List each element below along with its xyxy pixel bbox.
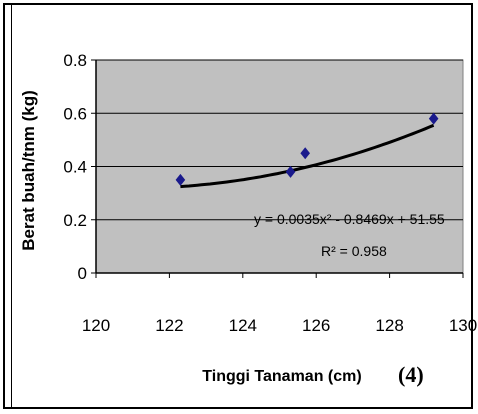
y-tick-label: 0.4 — [63, 158, 87, 177]
data-point-marker — [175, 173, 186, 186]
x-tick-label: 124 — [229, 316, 257, 335]
y-tick-label: 0 — [78, 264, 87, 283]
frame-left-rule — [11, 5, 12, 409]
trendline-equation: y = 0.0035x² - 0.8469x + 51.55 — [254, 211, 445, 227]
x-axis-label: Tinggi Tanaman (cm) — [202, 368, 361, 385]
y-tick-label: 0.8 — [63, 51, 87, 70]
axes — [91, 59, 464, 278]
figure-frame — [3, 3, 473, 409]
x-tick-label: 130 — [449, 316, 477, 335]
data-point-marker — [300, 147, 310, 160]
y-tick-label: 0.2 — [63, 211, 87, 230]
data-point-marker — [428, 112, 439, 125]
r-squared-label: R² = 0.958 — [321, 243, 387, 259]
x-tick-label: 122 — [155, 316, 183, 335]
gridlines — [96, 59, 463, 221]
x-tick-label: 128 — [375, 316, 403, 335]
data-points — [175, 112, 439, 186]
x-tick-label: 120 — [82, 316, 110, 335]
tick-labels: 0 0.2 0.4 0.6 0.8 120 122 124 126 128 130 — [63, 51, 477, 335]
panel-label: (4) — [398, 362, 424, 387]
y-axis-label: Berat buah/tnm (kg) — [19, 90, 38, 251]
y-tick-label: 0.6 — [63, 104, 87, 123]
data-point-marker — [285, 165, 296, 178]
trendline — [180, 123, 435, 189]
x-tick-label: 126 — [302, 316, 330, 335]
